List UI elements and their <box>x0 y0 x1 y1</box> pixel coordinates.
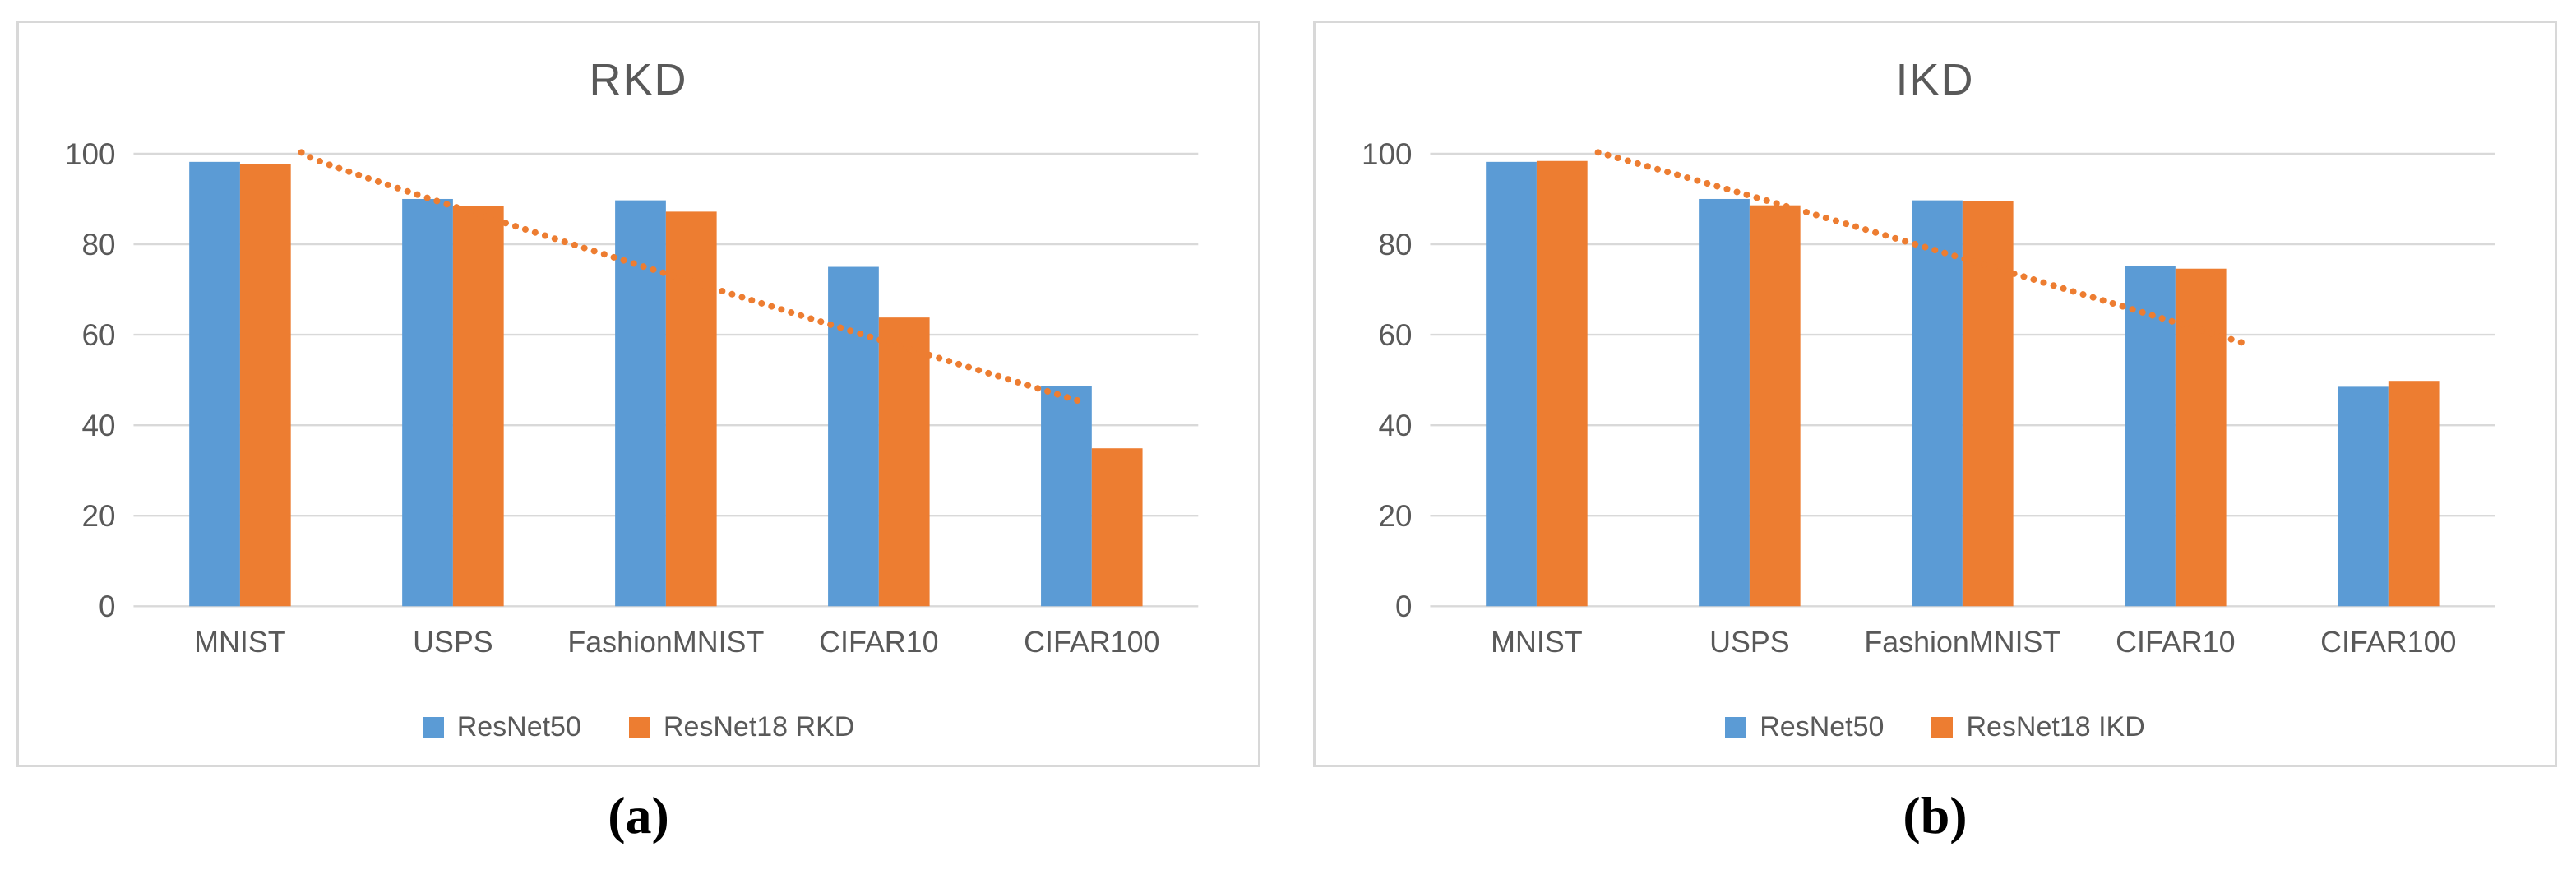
y-tick-label-60: 60 <box>82 318 116 352</box>
legend-label: ResNet18 IKD <box>1966 711 2145 743</box>
y-tick-label-40: 40 <box>82 409 116 442</box>
bar-resnet18-rkd-mnist <box>239 164 291 607</box>
legend-item-resnet50: ResNet50 <box>422 711 581 743</box>
caption-a: (a) <box>608 786 669 844</box>
bar-resnet50-usps <box>402 198 453 607</box>
bar-resnet18-ikd-mnist <box>1536 160 1588 607</box>
y-tick-label-40: 40 <box>1379 409 1413 442</box>
x-category-label-mnist: MNIST <box>1491 626 1583 659</box>
x-category-label-fashionmnist: FashionMNIST <box>1864 626 2060 659</box>
legend-a: ResNet50 ResNet18 RKD <box>19 711 1258 743</box>
legend-b: ResNet50 ResNet18 IKD <box>1316 711 2555 743</box>
bar-resnet50-mnist <box>1486 161 1537 607</box>
bar-resnet18-ikd-cifar10 <box>2175 268 2227 607</box>
caption-b: (b) <box>1903 786 1968 844</box>
y-tick-label-100: 100 <box>1362 137 1412 171</box>
y-tick-label-20: 20 <box>1379 499 1413 533</box>
x-category-label-cifar100: CIFAR100 <box>2320 626 2456 659</box>
x-category-label-cifar10: CIFAR10 <box>2116 626 2235 659</box>
chart-panel-b: 0 20 40 60 80 100 MNIST USPS FashionMNIST CIFAR10… <box>1313 21 2557 767</box>
bar-resnet18-rkd-fashionmnist <box>665 211 717 607</box>
x-category-label-cifar10: CIFAR10 <box>819 626 938 659</box>
bar-resnet50-cifar10 <box>828 266 879 607</box>
legend-item-resnet18-ikd: ResNet18 IKD <box>1931 711 2145 743</box>
bar-resnet50-cifar10 <box>2125 266 2176 607</box>
y-tick-label-0: 0 <box>99 590 115 623</box>
y-tick-label-100: 100 <box>65 137 115 171</box>
legend-swatch <box>422 716 444 738</box>
legend-label: ResNet50 <box>456 711 581 743</box>
bar-resnet18-ikd-fashionmnist <box>1962 201 2014 607</box>
legend-label: ResNet50 <box>1760 711 1885 743</box>
chart-title-a: RKD <box>589 55 688 104</box>
chart-panel-a: 0 20 40 60 80 100 MNIST USPS FashionMNIST CIFAR10… <box>16 21 1260 767</box>
trendline <box>1594 149 2250 348</box>
x-category-label-cifar100: CIFAR100 <box>1024 626 1159 659</box>
bar-resnet18-rkd-cifar100 <box>1091 448 1143 607</box>
legend-swatch <box>1725 716 1747 738</box>
bar-resnet50-cifar100 <box>1041 386 1092 607</box>
y-tick-label-0: 0 <box>1395 590 1412 623</box>
bar-resnet50-fashionmnist <box>1912 200 1963 607</box>
bar-resnet18-ikd-cifar100 <box>2388 381 2440 607</box>
y-tick-label-80: 80 <box>1379 228 1413 261</box>
x-category-label-usps: USPS <box>413 626 493 659</box>
bar-resnet18-rkd-cifar10 <box>878 317 930 607</box>
bar-resnet18-rkd-usps <box>452 206 504 607</box>
legend-item-resnet50: ResNet50 <box>1725 711 1884 743</box>
y-tick-label-20: 20 <box>82 499 116 533</box>
x-category-label-fashionmnist: FashionMNIST <box>567 626 764 659</box>
legend-item-resnet18-rkd: ResNet18 RKD <box>628 711 855 743</box>
chart-title-b: IKD <box>1895 55 1975 104</box>
y-tick-label-60: 60 <box>1379 318 1413 352</box>
x-category-label-usps: USPS <box>1709 626 1790 659</box>
trendline <box>298 149 1088 406</box>
x-category-label-mnist: MNIST <box>194 626 286 659</box>
y-tick-label-80: 80 <box>82 228 116 261</box>
legend-swatch <box>628 716 650 738</box>
bar-resnet50-usps <box>1699 198 1750 607</box>
legend-swatch <box>1931 716 1954 738</box>
legend-label: ResNet18 RKD <box>663 711 855 743</box>
plot-area-a: 0 20 40 60 80 100 MNIST USPS FashionMNIST CIFAR10… <box>65 137 1199 659</box>
plot-area-b: 0 20 40 60 80 100 MNIST USPS FashionMNIST CIFAR10… <box>1362 137 2495 659</box>
bar-resnet18-ikd-usps <box>1749 205 1801 607</box>
bar-resnet50-mnist <box>189 161 240 607</box>
bar-resnet50-cifar100 <box>2338 386 2389 607</box>
